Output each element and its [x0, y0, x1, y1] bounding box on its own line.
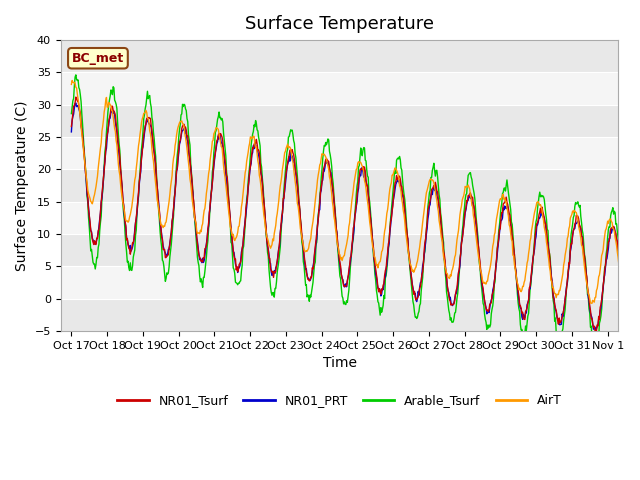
Bar — [61, 266, 618, 299]
Legend: NR01_Tsurf, NR01_PRT, Arable_Tsurf, AirT: NR01_Tsurf, NR01_PRT, Arable_Tsurf, AirT — [112, 389, 567, 412]
X-axis label: Time: Time — [323, 356, 356, 370]
Bar — [61, 72, 618, 105]
Y-axis label: Surface Temperature (C): Surface Temperature (C) — [15, 100, 29, 271]
Bar — [61, 202, 618, 234]
Text: BC_met: BC_met — [72, 52, 124, 65]
Title: Surface Temperature: Surface Temperature — [245, 15, 434, 33]
Bar — [61, 137, 618, 169]
